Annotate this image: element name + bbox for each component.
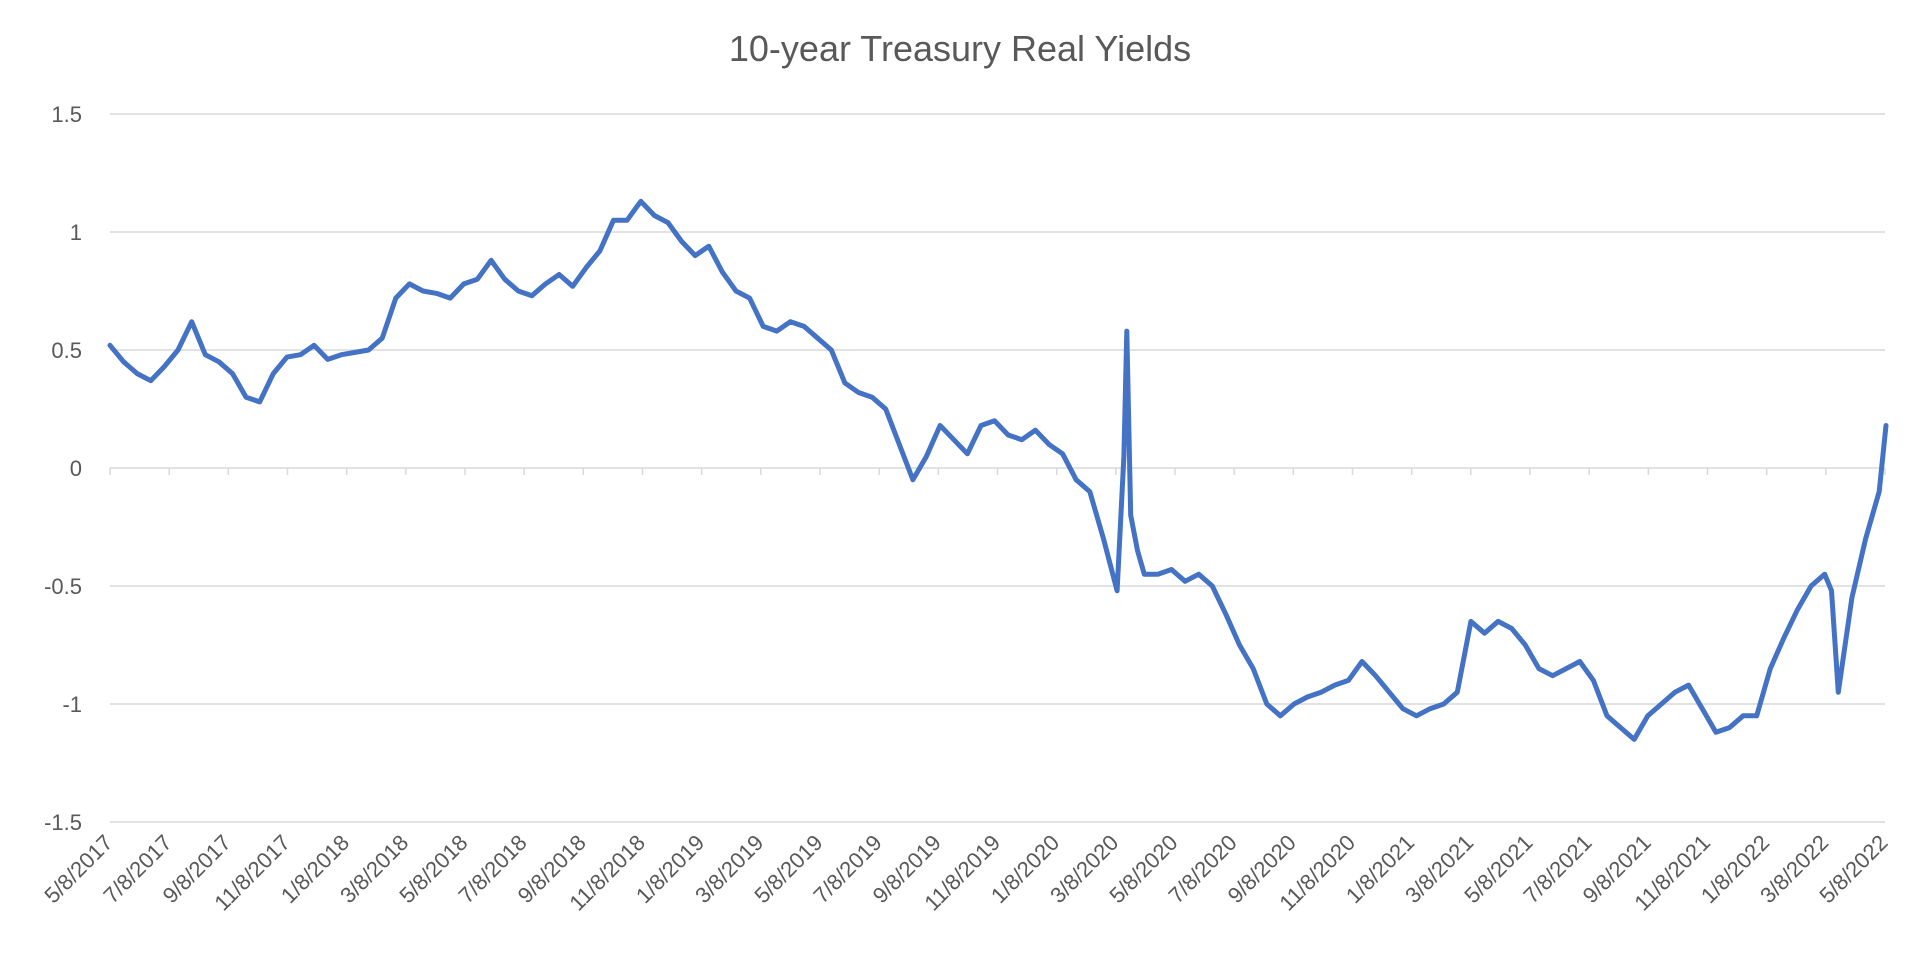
series-layer [107,198,1889,742]
x-axis-ticks: 5/8/20177/8/20179/8/201711/8/20171/8/201… [39,468,1893,916]
y-tick-label: -0.5 [44,574,82,599]
y-tick-label: -1.5 [44,810,82,835]
y-tick-label: 0.5 [51,338,82,363]
y-tick-label: 1 [70,220,82,245]
y-axis-ticks: 1.5 1 0.5 0 -0.5 -1 -1.5 [44,102,82,835]
y-tick-label: -1 [62,692,82,717]
y-tick-label: 1.5 [51,102,82,127]
y-tick-label: 0 [70,456,82,481]
chart-title: 10-year Treasury Real Yields [728,28,1192,69]
series-line [107,198,1889,742]
